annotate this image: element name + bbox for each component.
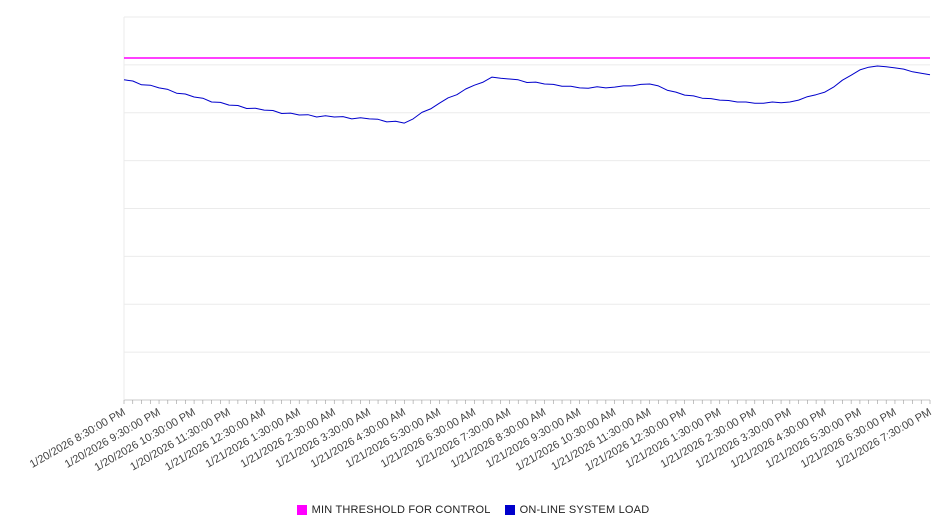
legend-label-system-load: ON-LINE SYSTEM LOAD (519, 504, 650, 516)
chart-legend: MIN THRESHOLD FOR CONTROL ON-LINE SYSTEM… (0, 504, 946, 516)
legend-label-min-threshold: MIN THRESHOLD FOR CONTROL (311, 504, 491, 516)
chart-plot-area: 1/20/2026 8:30:00 PM 1/20/2026 9:30:00 PM… (28, 16, 934, 474)
legend-item-min-threshold[interactable]: MIN THRESHOLD FOR CONTROL (296, 504, 491, 516)
threshold-swatch-icon (296, 505, 307, 515)
chart-canvas: 1/20/2026 8:30:00 PM1/20/2026 9:30:00 PM… (28, 16, 934, 474)
system-load-line (123, 65, 931, 124)
system-load-swatch-icon (504, 505, 515, 515)
legend-item-system-load[interactable]: ON-LINE SYSTEM LOAD (504, 504, 650, 516)
